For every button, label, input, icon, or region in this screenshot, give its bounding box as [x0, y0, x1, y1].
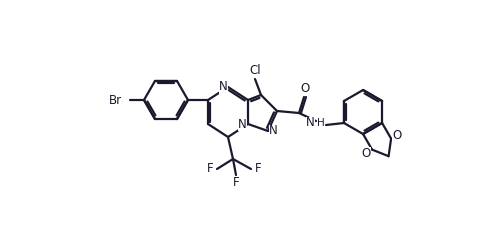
- Text: N: N: [269, 125, 278, 137]
- Text: N: N: [238, 117, 247, 131]
- Text: O: O: [392, 129, 402, 142]
- Text: F: F: [207, 163, 213, 175]
- Text: N: N: [306, 117, 315, 130]
- Text: H: H: [317, 118, 325, 128]
- Text: O: O: [362, 147, 371, 160]
- Text: Br: Br: [109, 93, 122, 106]
- Text: F: F: [254, 163, 261, 175]
- Text: N: N: [219, 81, 228, 93]
- Text: Cl: Cl: [249, 65, 261, 77]
- Text: O: O: [301, 82, 310, 95]
- Text: F: F: [233, 175, 239, 188]
